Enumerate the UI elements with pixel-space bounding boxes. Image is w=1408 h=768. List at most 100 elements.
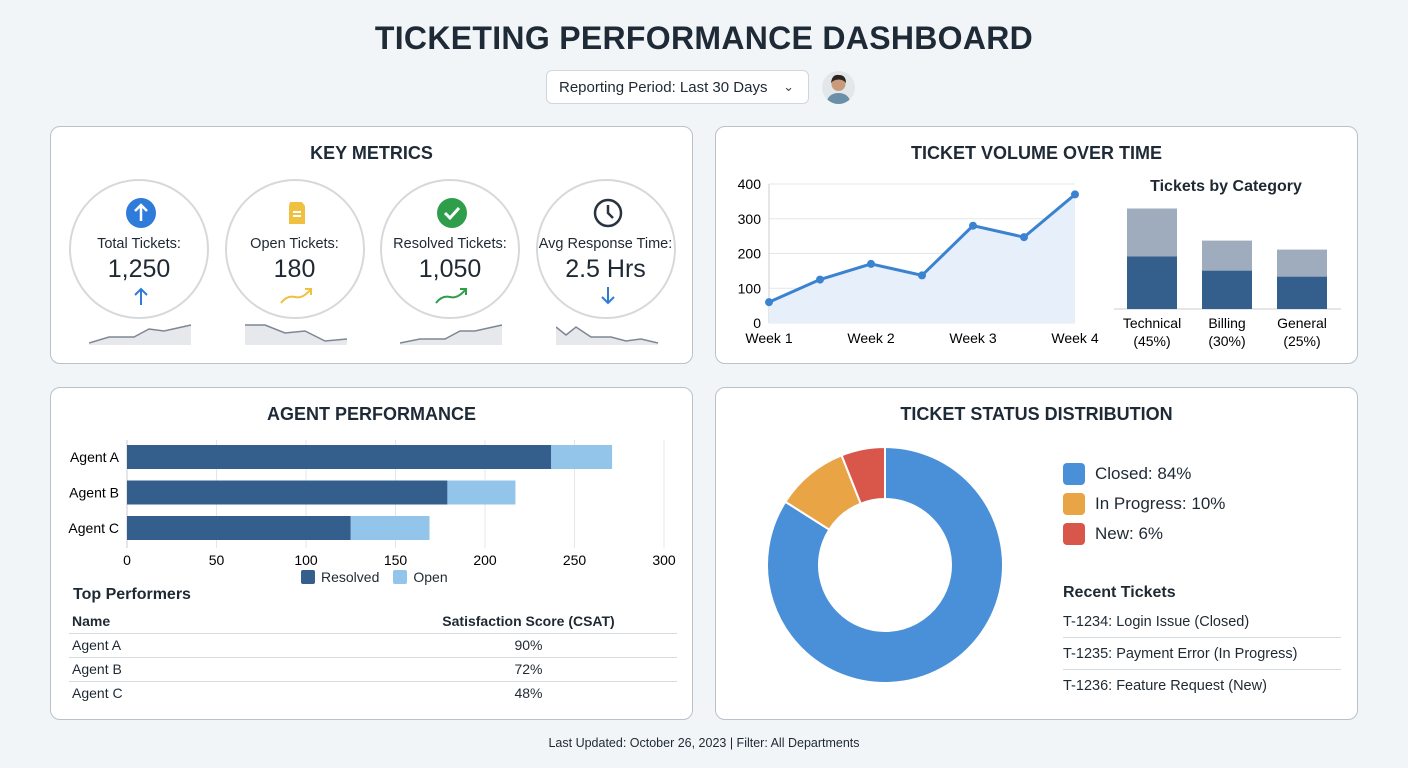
line-area <box>769 194 1075 323</box>
category-bar <box>1202 270 1252 309</box>
agent-bar-open <box>551 445 613 469</box>
sparkline <box>244 323 349 345</box>
chevron-down-icon: ⌄ <box>783 79 794 94</box>
user-avatar-icon <box>826 74 851 104</box>
agent-bar-resolved <box>127 480 448 505</box>
legend-open: Open <box>413 569 448 585</box>
category-label: Billing <box>1208 315 1245 331</box>
ticket-icon <box>288 202 305 224</box>
category-label: (25%) <box>1283 333 1320 349</box>
top-performers-table: Name Satisfaction Score (CSAT) Agent A 90%… <box>69 609 677 705</box>
legend-in-progress: In Progress: 10% <box>1063 493 1225 515</box>
kpi-value: 1,050 <box>418 255 482 283</box>
x-tick-label: 200 <box>473 552 497 568</box>
category-bar <box>1127 256 1177 309</box>
agent-label: Agent C <box>68 520 119 536</box>
x-tick-label: 0 <box>123 552 131 568</box>
data-point <box>1071 190 1079 199</box>
arrow-up-icon <box>134 287 148 305</box>
x-tick-label: Week 4 <box>1051 330 1098 346</box>
x-tick-label: 150 <box>384 552 408 568</box>
kpi-value: 180 <box>273 255 316 283</box>
clock-icon <box>593 198 622 228</box>
arrow-down-icon <box>600 287 615 305</box>
agent-label: Agent A <box>70 449 120 465</box>
reporting-period-select[interactable]: Reporting Period: Last 30 Days ⌄ <box>546 70 809 104</box>
x-tick-label: 50 <box>209 552 225 568</box>
data-point <box>918 271 926 280</box>
recent-ticket-item[interactable]: T-1236: Feature Request (New) <box>1063 678 1267 694</box>
legend-label: In Progress: 10% <box>1095 494 1226 513</box>
agent-name: Agent A <box>69 632 377 657</box>
legend-swatch <box>1063 463 1085 485</box>
sparkline <box>88 323 193 345</box>
top-performers-title: Top Performers <box>73 586 191 603</box>
agent-legend: Resolved Open <box>301 569 448 585</box>
arrow-up-circle-icon <box>126 198 156 228</box>
csat-score: 90% <box>377 632 677 657</box>
ticket-volume-chart: 0 100 200 300 400 Week 1 Week 2 Week 3 Week 4 Tec… <box>738 176 1341 349</box>
agent-performance-title: AGENT PERFORMANCE <box>266 404 476 424</box>
kpi-value: 1,250 <box>107 255 171 283</box>
column-header-csat: Satisfaction Score (CSAT) <box>442 612 615 629</box>
x-tick-label: Week 1 <box>745 330 792 346</box>
y-tick-label: 200 <box>738 246 762 262</box>
key-metrics-panel: KEY METRICS Total Tickets: 1,250 Open Ti… <box>50 126 693 364</box>
kpi-card: Avg Response Time: 2.5 Hrs <box>535 179 676 319</box>
check-circle-icon <box>437 198 467 228</box>
legend-label: New: 6% <box>1095 524 1164 543</box>
category-label: General <box>1277 315 1327 331</box>
page-title: TICKETING PERFORMANCE DASHBOARD <box>374 20 1034 56</box>
x-tick-label: Week 3 <box>949 330 996 346</box>
kpi-label: Avg Response Time: <box>538 236 673 252</box>
y-tick-label: 300 <box>738 211 762 227</box>
footer-status: Last Updated: October 26, 2023 | Filter:… <box>548 736 860 750</box>
data-point <box>816 275 824 284</box>
legend-closed: Closed: 84% <box>1063 463 1191 485</box>
agent-bar-resolved <box>127 445 552 469</box>
trend-up-icon <box>279 288 312 304</box>
agent-performance-panel: AGENT PERFORMANCE 0 50 100 150 200 250 300 Agen… <box>50 387 693 720</box>
table-row[interactable]: Agent B 72% <box>69 656 677 681</box>
trend-up-icon <box>435 288 467 304</box>
status-donut-chart <box>766 445 1004 684</box>
agent-bar-resolved <box>127 516 351 540</box>
legend-swatch-open <box>393 570 408 584</box>
kpi-label: Resolved Tickets: <box>393 236 507 252</box>
category-bar <box>1202 240 1252 271</box>
kpi-label: Total Tickets: <box>97 236 181 252</box>
ticket-volume-panel: TICKET VOLUME OVER TIME Tickets by Categ… <box>715 126 1358 364</box>
category-label: (30%) <box>1208 333 1245 349</box>
legend-swatch <box>1063 493 1085 515</box>
y-tick-label: 0 <box>753 315 761 331</box>
category-bar <box>1277 276 1327 309</box>
donut-slice <box>840 445 886 505</box>
agent-name: Agent C <box>69 680 377 705</box>
legend-new: New: 6% <box>1063 523 1163 545</box>
data-point <box>969 221 977 230</box>
kpi-value: 2.5 Hrs <box>565 255 646 283</box>
recent-ticket-item[interactable]: T-1235: Payment Error (In Progress) <box>1063 638 1341 670</box>
csat-score: 48% <box>377 680 677 705</box>
table-row[interactable]: Agent C 48% <box>69 680 677 705</box>
data-point <box>867 259 875 268</box>
kpi-label: Open Tickets: <box>250 236 339 252</box>
legend-resolved: Resolved <box>321 569 380 585</box>
recent-tickets-title: Recent Tickets <box>1063 584 1176 601</box>
table-row[interactable]: Agent A 90% <box>69 632 677 657</box>
x-tick-label: 300 <box>652 552 676 568</box>
avatar[interactable] <box>822 71 855 104</box>
legend-swatch <box>1063 523 1085 545</box>
recent-ticket-item[interactable]: T-1234: Login Issue (Closed) <box>1063 606 1341 638</box>
csat-score: 72% <box>377 656 677 681</box>
ticket-status-panel: TICKET STATUS DISTRIBUTION Closed: 84% I… <box>715 387 1358 720</box>
category-bar <box>1127 208 1177 257</box>
ticket-status-title: TICKET STATUS DISTRIBUTION <box>900 404 1173 424</box>
agent-performance-chart: 0 50 100 150 200 250 300 Agent A Agent B Agent C <box>68 440 676 568</box>
key-metrics-title: KEY METRICS <box>310 143 433 163</box>
kpi-card: Total Tickets: 1,250 <box>69 179 209 319</box>
sparkline <box>399 323 504 345</box>
category-chart-title: Tickets by Category <box>1150 178 1302 195</box>
ticket-volume-title: TICKET VOLUME OVER TIME <box>910 143 1162 163</box>
agent-name: Agent B <box>69 656 377 681</box>
